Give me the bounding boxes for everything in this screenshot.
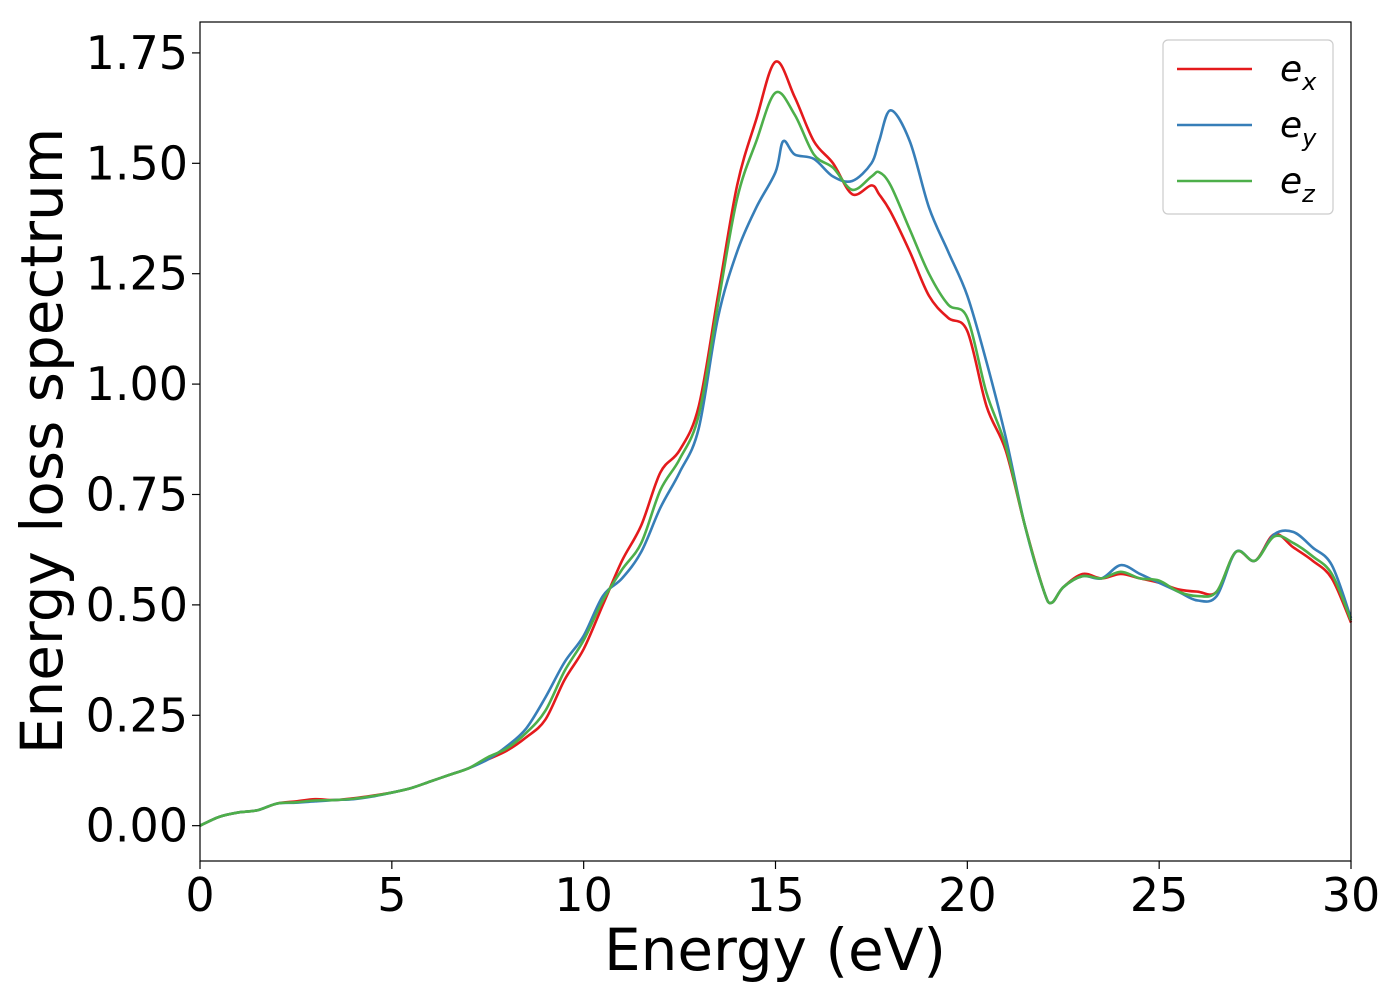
- plot-background: [200, 22, 1351, 861]
- x-tick-label: 20: [938, 868, 997, 922]
- x-tick-label: 5: [377, 868, 406, 922]
- y-tick-label: 0.75: [86, 467, 188, 521]
- y-tick-label: 1.50: [86, 136, 188, 190]
- x-tick-label: 0: [185, 868, 214, 922]
- y-tick-label: 1.25: [86, 247, 188, 301]
- y-tick-label: 1.75: [86, 26, 188, 80]
- y-axis-title: Energy loss spectrum: [8, 128, 76, 754]
- y-axis: 0.00 0.25 0.50 0.75 1.00 1.25 1.50 1.75: [86, 26, 200, 853]
- x-axis: 0 5 10 15 20 25 30: [185, 861, 1380, 922]
- x-tick-label: 15: [746, 868, 805, 922]
- legend-label-main: e: [1280, 161, 1302, 202]
- y-tick-label: 0.00: [86, 799, 188, 853]
- legend-label-ez: ez: [1280, 161, 1316, 208]
- y-tick-label: 1.00: [86, 357, 188, 411]
- y-tick-label: 0.25: [86, 688, 188, 742]
- legend-label-main: e: [1280, 105, 1302, 146]
- series-line-ez: [199, 90, 1353, 827]
- legend-box: [1162, 39, 1334, 215]
- y-tick-label: 0.50: [86, 578, 188, 632]
- legend-label-subscript: x: [1301, 68, 1317, 96]
- legend-label-ex: ex: [1280, 49, 1317, 96]
- legend-label-subscript: y: [1301, 124, 1317, 152]
- x-axis-title: Energy (eV): [604, 916, 946, 984]
- x-tick-label: 30: [1322, 868, 1381, 922]
- legend-label-ey: ey: [1280, 105, 1317, 152]
- x-tick-label: 25: [1130, 868, 1189, 922]
- legend-label-main: e: [1280, 49, 1302, 90]
- legend-label-subscript: z: [1301, 180, 1316, 208]
- series-layer: [199, 60, 1353, 827]
- x-tick-label: 10: [554, 868, 613, 922]
